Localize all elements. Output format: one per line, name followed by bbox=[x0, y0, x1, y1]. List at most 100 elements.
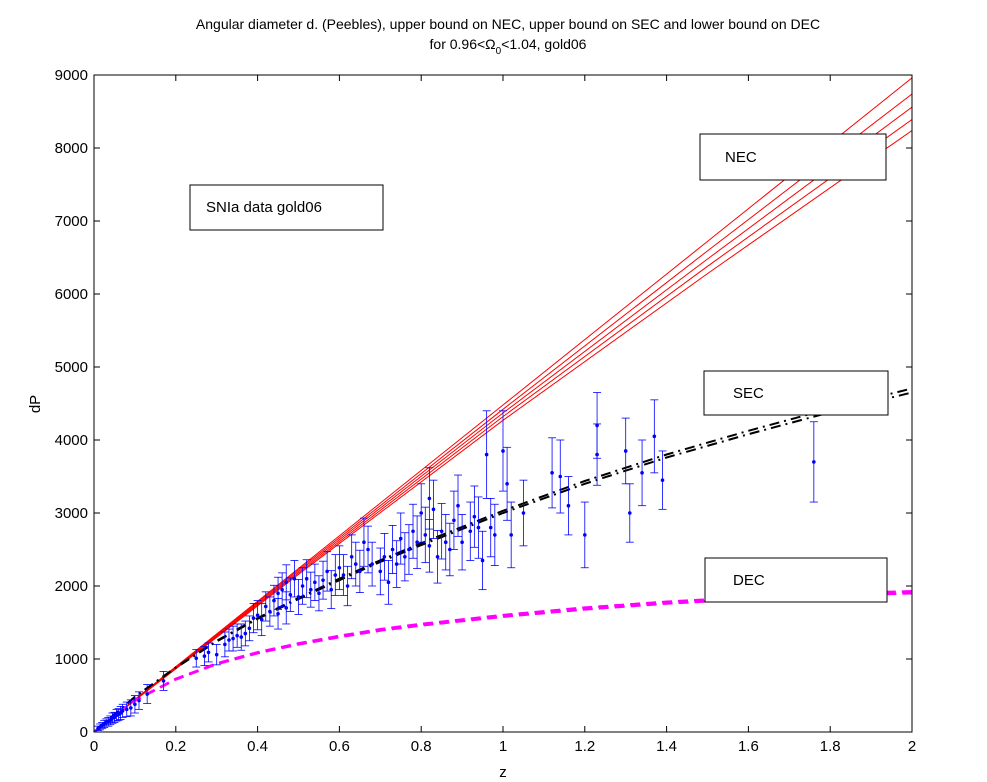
data-point bbox=[265, 596, 274, 627]
data-point bbox=[122, 701, 131, 718]
data-point bbox=[658, 450, 667, 510]
y-tick-label: 6000 bbox=[55, 286, 88, 303]
x-axis-label: z bbox=[499, 764, 507, 781]
data-point bbox=[335, 545, 344, 591]
data-point bbox=[421, 506, 430, 564]
data-point bbox=[564, 476, 573, 536]
data-point bbox=[212, 644, 221, 666]
data-point bbox=[229, 625, 238, 652]
data-point bbox=[437, 503, 446, 560]
x-tick-label: 1.6 bbox=[738, 738, 759, 755]
data-point bbox=[482, 410, 491, 499]
nec-curve bbox=[94, 77, 912, 732]
data-point bbox=[274, 598, 283, 630]
data-point bbox=[310, 563, 319, 601]
x-tick-label: 1.2 bbox=[574, 738, 595, 755]
y-tick-label: 1000 bbox=[55, 651, 88, 668]
data-point bbox=[261, 591, 270, 622]
y-tick-label: 5000 bbox=[55, 359, 88, 376]
y-tick-label: 8000 bbox=[55, 140, 88, 157]
data-point bbox=[159, 671, 168, 691]
data-point bbox=[486, 497, 495, 558]
data-point bbox=[458, 514, 467, 571]
data-point bbox=[556, 439, 565, 514]
data-point bbox=[249, 603, 258, 634]
data-point bbox=[339, 554, 348, 596]
data-point bbox=[466, 501, 475, 561]
data-point bbox=[269, 584, 278, 617]
data-point bbox=[323, 551, 332, 592]
data-point bbox=[625, 483, 634, 543]
data-point bbox=[400, 532, 409, 582]
dec-annotation-box bbox=[704, 557, 888, 603]
y-tick-label: 7000 bbox=[55, 213, 88, 230]
data-point bbox=[392, 540, 401, 588]
data-point bbox=[257, 603, 266, 637]
data-point bbox=[331, 554, 340, 596]
y-axis-label: dP bbox=[27, 395, 44, 413]
data-point bbox=[650, 399, 659, 474]
x-tick-label: 0.6 bbox=[329, 738, 350, 755]
x-tick-label: 1 bbox=[499, 738, 507, 755]
nec-annotation-label: NEC bbox=[725, 149, 757, 166]
data-point bbox=[347, 534, 356, 580]
data-point bbox=[282, 591, 291, 625]
data-point bbox=[319, 560, 328, 600]
x-tick-label: 1.4 bbox=[656, 738, 677, 755]
data-point bbox=[507, 501, 516, 569]
data-point bbox=[441, 514, 450, 571]
data-source-annotation-box bbox=[189, 184, 384, 231]
data-point bbox=[237, 623, 246, 651]
title-subscript: 0 bbox=[496, 46, 502, 57]
data-point bbox=[503, 446, 512, 521]
data-point bbox=[478, 530, 487, 591]
data-point bbox=[220, 631, 229, 658]
y-tick-label: 0 bbox=[80, 724, 88, 741]
y-tick-label: 2000 bbox=[55, 578, 88, 595]
data-point bbox=[638, 439, 647, 507]
data-point bbox=[204, 642, 213, 663]
data-point bbox=[364, 525, 373, 574]
chart-title-line2: for 0.96<Ω0<1.04, gold06 bbox=[430, 36, 587, 57]
data-point bbox=[200, 646, 209, 666]
data-point bbox=[396, 512, 405, 565]
nec-annotation-box bbox=[699, 133, 887, 181]
y-tick-label: 3000 bbox=[55, 505, 88, 522]
data-point bbox=[126, 699, 135, 717]
data-point bbox=[433, 530, 442, 584]
sec-annotation-box bbox=[703, 370, 889, 416]
data-point bbox=[351, 541, 360, 587]
data-point bbox=[548, 437, 557, 509]
dec-annotation-label: DEC bbox=[733, 572, 765, 589]
data-point bbox=[298, 567, 307, 605]
x-tick-label: 2 bbox=[908, 738, 916, 755]
data-point bbox=[245, 615, 254, 642]
data-point bbox=[490, 503, 499, 566]
y-tick-label: 4000 bbox=[55, 432, 88, 449]
dec-curve bbox=[94, 590, 912, 732]
data-point bbox=[384, 560, 393, 605]
data-point bbox=[108, 712, 117, 724]
data-source-annotation-label: SNIa data gold06 bbox=[206, 199, 322, 216]
data-point bbox=[449, 490, 458, 550]
data-point bbox=[192, 649, 201, 668]
data-point bbox=[417, 483, 426, 543]
chart-title-line1: Angular diameter d. (Peebles), upper bou… bbox=[196, 16, 820, 32]
data-point bbox=[253, 600, 262, 631]
data-point bbox=[413, 515, 422, 569]
data-point bbox=[429, 479, 438, 539]
nec-curve bbox=[94, 93, 912, 732]
data-point bbox=[302, 559, 311, 599]
data-point bbox=[425, 467, 434, 530]
sec-annotation-label: SEC bbox=[733, 385, 764, 402]
data-point bbox=[143, 684, 152, 704]
data-point bbox=[359, 517, 368, 567]
data-point bbox=[445, 522, 454, 577]
data-point bbox=[388, 525, 397, 574]
data-point bbox=[327, 570, 336, 610]
x-tick-label: 1.8 bbox=[820, 738, 841, 755]
x-tick-label: 0.4 bbox=[247, 738, 268, 755]
data-point bbox=[470, 485, 479, 548]
data-point bbox=[355, 549, 364, 593]
